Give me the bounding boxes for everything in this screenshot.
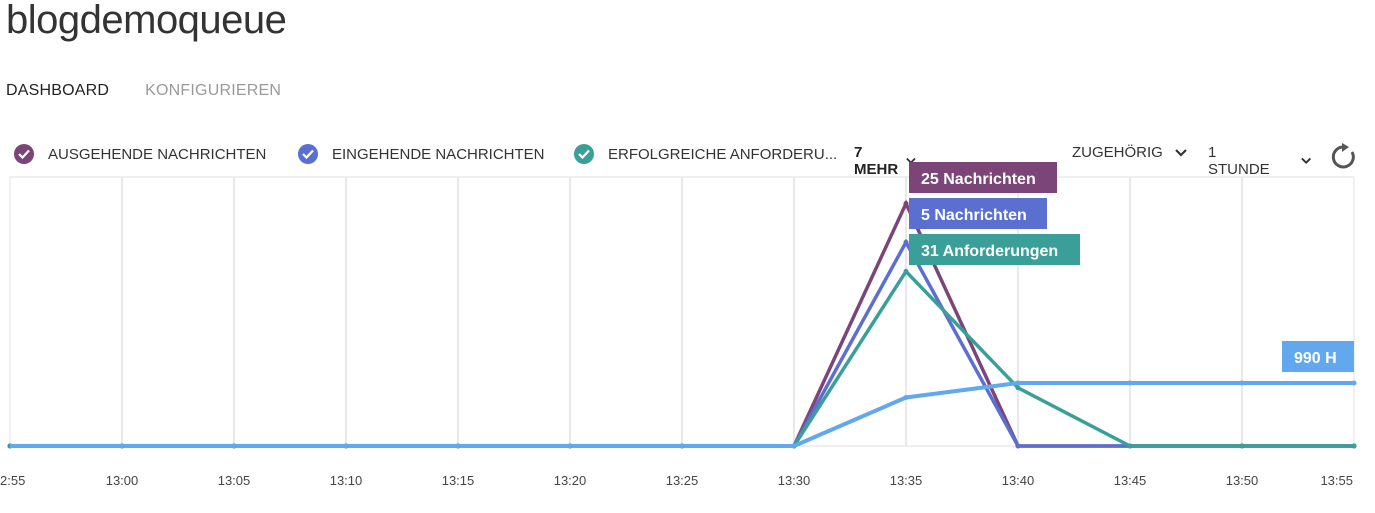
tooltip-text: 990 H [1294, 350, 1337, 367]
chart-tooltips: 25 Nachrichten 5 Nachrichten 31 Anforderun… [909, 162, 1354, 372]
related-label: ZUGEHÖRIG [1072, 144, 1163, 161]
x-tick-label: 13:55 [1320, 473, 1353, 488]
x-tick-label: 13:50 [1226, 473, 1259, 488]
legend-item-eingehende[interactable]: EINGEHENDE NACHRICHTEN [298, 144, 545, 164]
tooltip-box [909, 198, 1047, 229]
tab-bar: DASHBOARD KONFIGURIEREN [6, 82, 281, 100]
x-tick-label: 13:30 [778, 473, 811, 488]
chart-series [7, 199, 1357, 449]
data-point [1239, 443, 1245, 449]
x-tick-label: 13:45 [1114, 473, 1147, 488]
series-line-baseline [10, 380, 1354, 448]
time-range-dropdown[interactable]: 1 STUNDE [1208, 144, 1312, 178]
data-point [1127, 443, 1133, 449]
x-tick-label: 13:20 [554, 473, 587, 488]
page-title: blogdemoqueue [6, 0, 287, 42]
check-circle-icon [298, 144, 318, 164]
data-point [1015, 443, 1021, 449]
data-point [903, 201, 909, 206]
check-circle-icon [574, 144, 594, 164]
tooltip-box [909, 234, 1080, 265]
data-point [1351, 443, 1357, 449]
x-tick-label: 13:40 [1002, 473, 1035, 488]
x-tick-label: 13:25 [666, 473, 699, 488]
tooltip-text: 5 Nachrichten [921, 207, 1027, 224]
tooltip-box [1282, 341, 1354, 372]
more-label: 7 MEHR [854, 144, 899, 178]
legend-item-erfolgreiche[interactable]: ERFOLGREICHE ANFORDERU... [574, 144, 837, 164]
x-tick-label: 13:00 [106, 473, 139, 488]
data-point [903, 268, 909, 274]
check-circle-icon [14, 144, 34, 164]
data-point [903, 239, 909, 245]
tab-dashboard[interactable]: DASHBOARD [6, 82, 110, 99]
tab-konfigurieren[interactable]: KONFIGURIEREN [145, 82, 282, 99]
related-dropdown[interactable]: ZUGEHÖRIG [1072, 144, 1187, 161]
refresh-button[interactable] [1330, 143, 1358, 176]
chevron-down-icon [1175, 148, 1187, 157]
tooltip-text: 25 Nachrichten [921, 171, 1036, 188]
legend-label: AUSGEHENDE NACHRICHTEN [48, 145, 267, 163]
x-tick-label: 13:10 [330, 473, 363, 488]
x-tick-label: 2:55 [0, 473, 25, 488]
x-tick-label: 13:15 [442, 473, 475, 488]
tooltip-box [909, 162, 1057, 193]
x-tick-label: 13:35 [890, 473, 923, 488]
x-axis-ticks: 2:55 13:00 13:05 13:10 13:15 13:20 13:25 13:30 1… [0, 473, 1353, 488]
time-range-label: 1 STUNDE [1208, 144, 1270, 178]
x-tick-label: 13:05 [218, 473, 251, 488]
data-point [1015, 385, 1021, 391]
legend-item-ausgehende[interactable]: AUSGEHENDE NACHRICHTEN [14, 144, 266, 164]
legend-label: ERFOLGREICHE ANFORDERU... [608, 145, 838, 163]
legend-label: EINGEHENDE NACHRICHTEN [332, 145, 545, 163]
tooltip-text: 31 Anforderungen [921, 243, 1058, 260]
chart-grid [9, 176, 1355, 447]
chevron-down-icon [1301, 157, 1312, 165]
refresh-icon [1331, 143, 1355, 169]
